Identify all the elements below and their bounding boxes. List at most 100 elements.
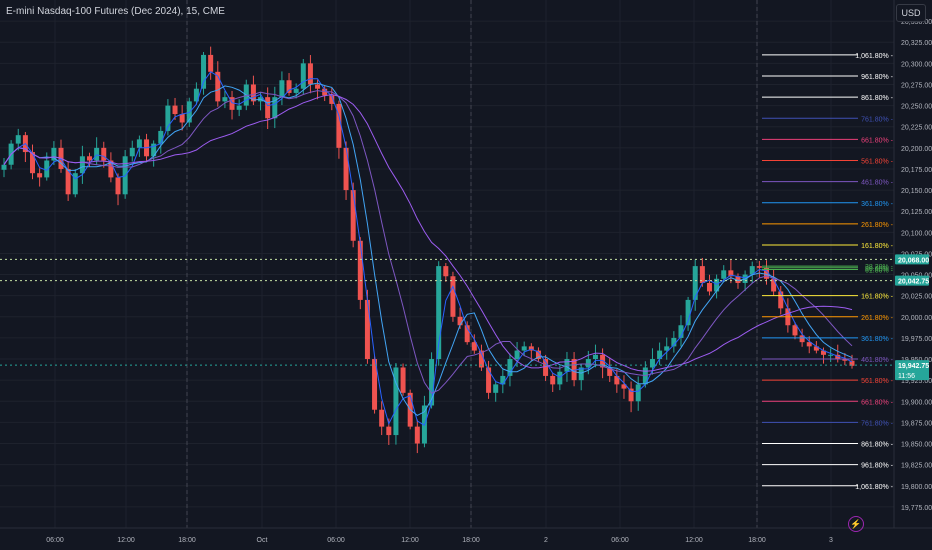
candle-body [158,130,164,144]
candle-body [350,190,356,241]
price-label: 20,042.75 [898,279,929,286]
candle-body [436,266,442,360]
time-axis-tick: 06:00 [611,537,629,544]
price-axis-tick: 20,125.00 [901,209,932,216]
candle-body [115,177,121,195]
candle-body [265,97,271,119]
candle-body [571,359,577,381]
candle-body [15,135,21,144]
candle-body [578,367,584,381]
candle-body [94,147,100,161]
candle-body [749,266,755,275]
candle-body [364,299,370,360]
time-axis-tick: Oct [257,537,268,544]
price-label: 19,942.75 [898,363,929,370]
candle-body [678,325,684,338]
moving-average-line [3,90,853,394]
candle-body [315,84,321,89]
candle-body [649,359,655,368]
candle-body [557,371,563,385]
time-axis-tick: 18:00 [462,537,480,544]
candle-body [664,346,670,351]
time-axis-tick: 3 [829,537,833,544]
fib-level-label: 761.80% - [861,116,894,123]
price-axis-tick: 19,825.00 [901,463,932,470]
candle-body [585,359,591,368]
fib-level-label: 161.80% - [861,243,894,250]
fib-level-label: 161.80% - [861,294,894,301]
candle-body [521,346,527,351]
candle-body [279,80,285,98]
candle-body [193,88,199,102]
candle-body [215,71,221,102]
candle-body [600,354,606,368]
candle-body [51,147,57,161]
candle-body [550,375,556,385]
fib-level-label: 861.80% - [861,442,894,449]
candle-body [706,283,712,292]
candle-body [849,360,855,366]
price-axis-tick: 20,000.00 [901,315,932,322]
candle-body [635,384,641,402]
price-axis-tick: 19,775.00 [901,505,932,512]
currency-selector[interactable]: USD [896,4,926,22]
price-axis-tick: 20,250.00 [901,104,932,111]
time-axis-tick: 18:00 [178,537,196,544]
candle-body [44,160,50,178]
price-axis [894,0,932,550]
candle-body [828,354,834,356]
candle-body [336,103,342,148]
candle-body [400,367,406,393]
candle-body [357,240,363,300]
lightning-icon[interactable]: ⚡ [848,516,864,532]
fib-level-label: 661.80% - [861,399,894,406]
candle-body [414,426,420,444]
candle-body [628,388,634,402]
time-axis-tick: 06:00 [46,537,64,544]
time-axis-tick: 18:00 [748,537,766,544]
candle-body [763,267,769,279]
fib-level-label: 38.20% - [865,264,894,271]
candle-body [778,291,784,309]
candle-body [657,350,663,360]
price-label-bg [895,254,929,265]
fib-level-label: 361.80% - [861,336,894,343]
fib-level-label: 961.80% - [861,463,894,470]
fib-level-label: 50.00% - [865,266,894,273]
countdown-label: 11:56 [898,373,915,380]
candle-body [471,342,477,351]
time-axis-tick: 12:00 [401,537,419,544]
fib-level-label: 1,061.80% - [855,53,893,60]
chart-title: E-mini Nasdaq-100 Futures (Dec 2024), 15… [6,6,225,17]
candle-body [236,105,242,110]
candle-body [500,375,506,385]
candle-body [528,346,534,351]
candle-body [692,266,698,300]
candle-body [386,426,392,436]
candle-body [272,97,278,119]
candle-body [771,278,777,292]
candle-body [343,147,349,191]
price-axis-tick: 20,275.00 [901,82,932,89]
candle-body [393,367,399,436]
fib-level-label: 361.80% - [861,201,894,208]
moving-average-line [3,71,853,426]
candle-body [507,359,513,376]
candle-body [478,350,484,368]
candle-body [229,97,235,110]
candle-body [592,354,598,360]
fib-level-label: 561.80% - [861,378,894,385]
candle-body [1,164,7,170]
fib-level-label: 761.80% - [861,420,894,427]
candle-body [65,168,71,195]
price-axis-tick: 20,150.00 [901,188,932,195]
candle-body [429,359,435,406]
candle-body [464,325,470,343]
fib-level-label: 61.80% - [865,267,894,274]
price-axis-tick: 20,100.00 [901,230,932,237]
candle-body [30,152,36,174]
candle-body [486,367,492,393]
candle-body [208,54,214,72]
candle-body [756,266,762,268]
